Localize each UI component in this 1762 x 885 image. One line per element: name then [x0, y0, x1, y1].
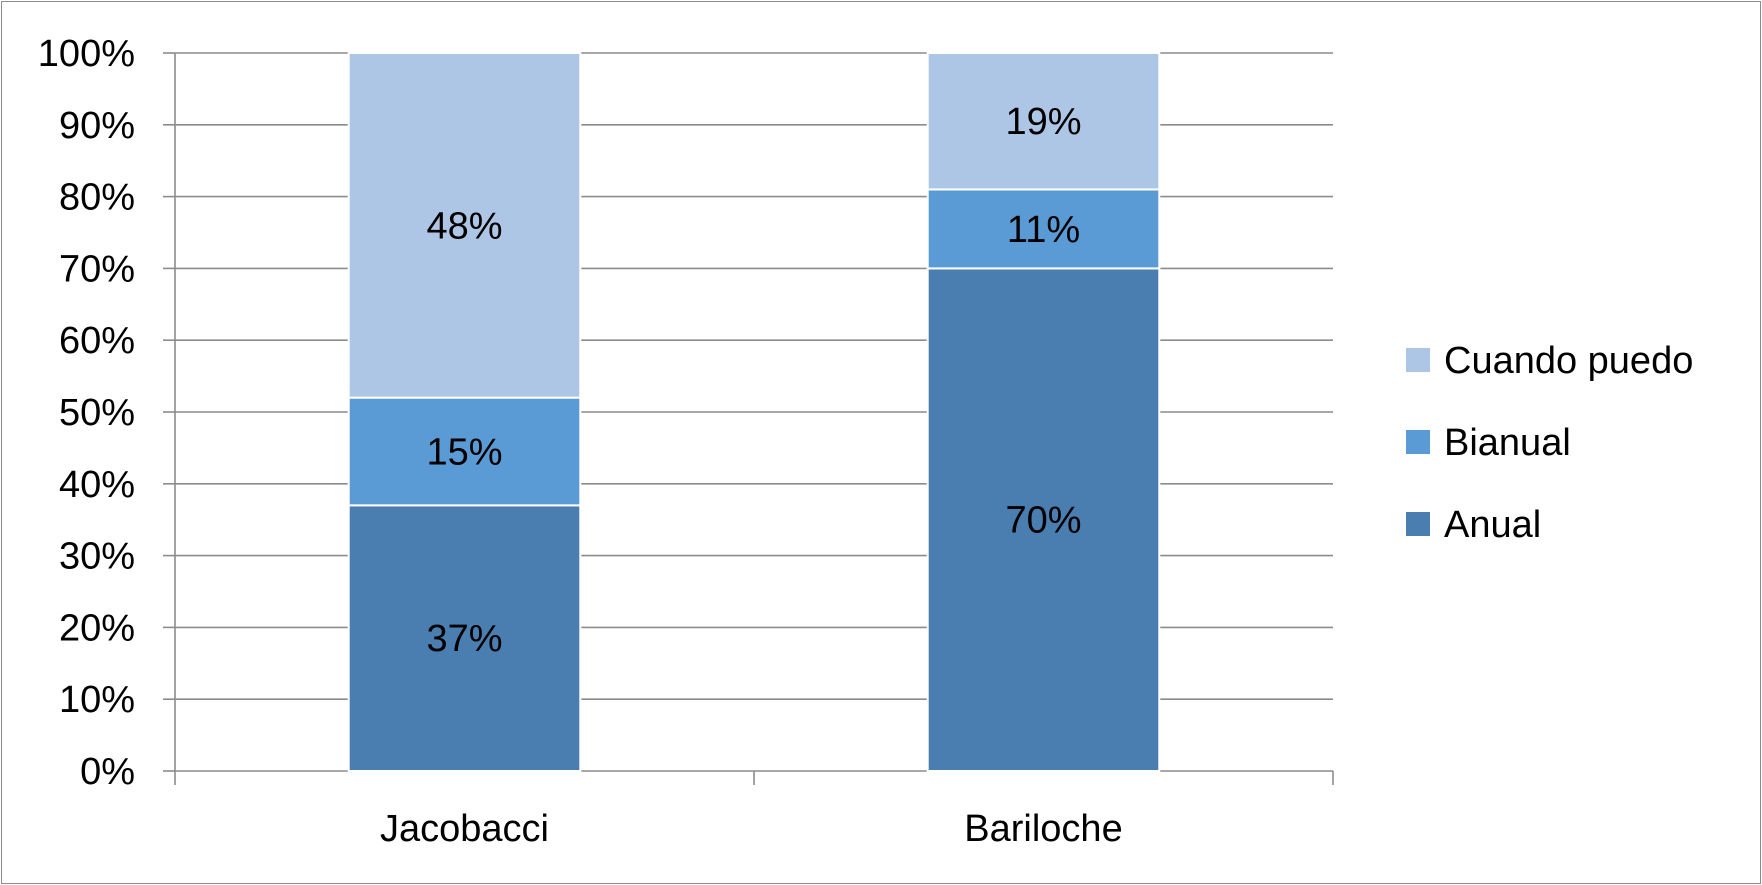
y-tick-label: 20% [59, 607, 135, 649]
data-label: 48% [426, 205, 502, 247]
y-tick-label: 0% [80, 751, 135, 793]
bar-segment-bianual [347, 396, 582, 507]
bar-segment-cuando-puedo [347, 52, 582, 399]
x-category-label: Bariloche [964, 808, 1122, 850]
data-label: 19% [1005, 101, 1081, 143]
legend-swatch-bianual [1406, 430, 1430, 454]
bar-segment-anual [347, 504, 582, 772]
bar-segment-bianual [926, 188, 1161, 270]
y-tick-label: 80% [59, 177, 135, 219]
y-tick-label: 60% [59, 320, 135, 362]
legend-label: Bianual [1444, 422, 1571, 464]
legend-label: Anual [1444, 504, 1541, 546]
data-label: 11% [1007, 209, 1080, 251]
bar-segment-cuando-puedo [926, 52, 1161, 191]
y-tick-label: 50% [59, 392, 135, 434]
x-category-label: Jacobacci [380, 808, 549, 850]
data-label: 15% [426, 431, 502, 473]
y-tick-label: 10% [59, 679, 135, 721]
legend-swatch-cuando-puedo [1406, 348, 1430, 372]
y-tick-label: 100% [38, 33, 135, 75]
bar-segment-anual [926, 267, 1161, 772]
legend-label: Cuando puedo [1444, 340, 1693, 382]
y-tick-label: 90% [59, 105, 135, 147]
y-tick-label: 70% [59, 248, 135, 290]
legend-swatch-anual [1406, 512, 1430, 536]
y-tick-label: 40% [59, 464, 135, 506]
y-tick-label: 30% [59, 536, 135, 578]
data-label: 70% [1005, 500, 1081, 542]
data-label: 37% [426, 618, 502, 660]
